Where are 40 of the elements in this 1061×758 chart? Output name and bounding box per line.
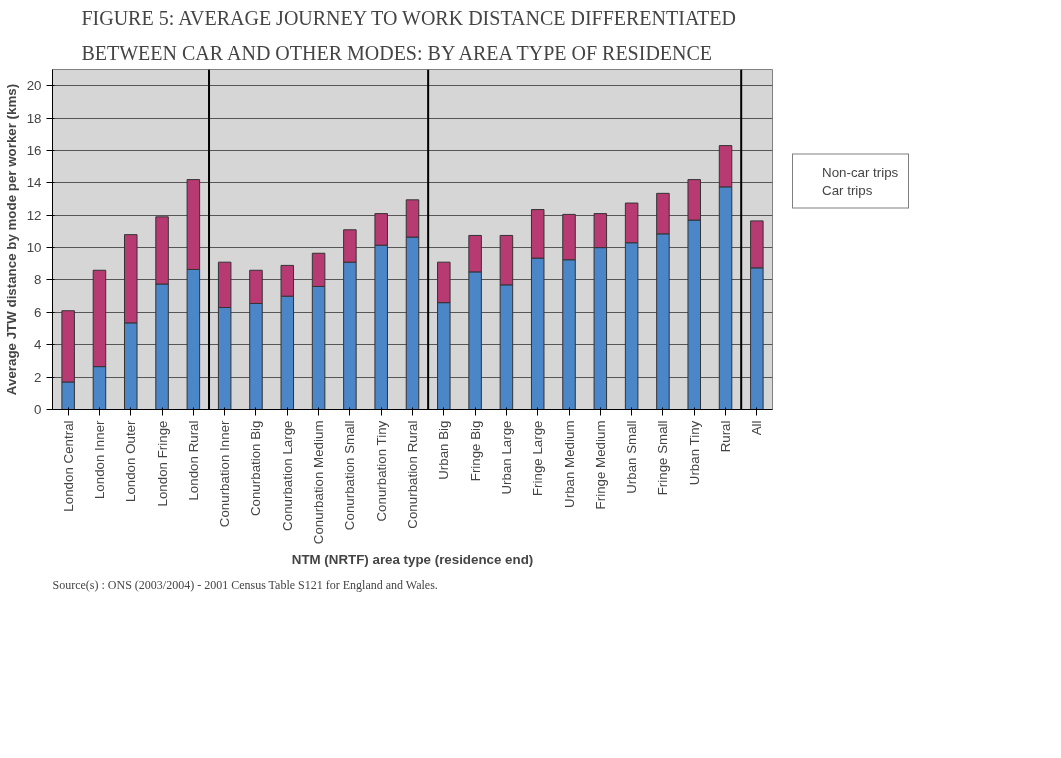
- x-tick-label: London Rural: [185, 420, 201, 501]
- x-axis-title: NTM (NRTF) area type (residence end): [291, 552, 534, 568]
- x-tick-label: Conurbation Big: [248, 420, 264, 517]
- x-tick-label: Fringe Large: [530, 420, 546, 497]
- x-tick-label: London Fringe: [154, 420, 170, 507]
- y-tick-label: 10: [26, 240, 42, 256]
- x-tick-label: Fringe Medium: [592, 420, 608, 510]
- x-tick-label: Conurbation Rural: [405, 420, 420, 529]
- y-tick-label: 0: [34, 402, 42, 417]
- y-tick-label: 16: [26, 142, 42, 158]
- x-tick-label: Conurbation Large: [279, 420, 295, 531]
- y-tick-label: 20: [26, 78, 42, 94]
- chart-title: FIGURE 5: AVERAGE JOURNEY TO WORK DISTANCE DIFFERENTIATED BETWEEN CAR AND OTHER MODES: BY AREA TYPE OF RESIDENCE: [81, 7, 736, 65]
- text: Car trips: [822, 182, 873, 198]
- x-tick-label: Rural: [718, 420, 734, 453]
- y-tick-label: 12: [26, 207, 42, 223]
- y-tick-label: 8: [34, 272, 42, 288]
- x-tick-label: Conurbation Tiny: [373, 420, 389, 522]
- y-tick-label: 18: [26, 110, 42, 126]
- x-tick-label: London Central: [60, 420, 76, 512]
- x-tick-label: Urban Tiny: [686, 420, 702, 486]
- x-tick-label: Urban Small: [624, 420, 640, 494]
- x-tick-label: London Inner: [91, 419, 107, 500]
- y-tick-label: 4: [34, 337, 43, 353]
- x-tick-label: Conurbation Small: [342, 420, 358, 531]
- x-tick-label: All: [749, 420, 765, 436]
- y-tick-label: 6: [34, 304, 42, 320]
- text: Non-car trips: [822, 164, 899, 180]
- x-tick-label: Urban Large: [498, 420, 514, 495]
- x-tick-label: Fringe Big: [467, 420, 483, 482]
- x-tick-label: Conurbation Medium: [311, 420, 327, 545]
- y-tick-label: 2: [34, 369, 42, 385]
- y-tick-label: 14: [26, 175, 43, 191]
- x-tick-label: Fringe Small: [655, 420, 671, 496]
- x-tick-label: Urban Medium: [561, 420, 577, 508]
- source-note: Source(s) : ONS (2003/2004) - 2001 Census Table S121 for England and Wales.: [52, 577, 438, 592]
- y-axis-title: Average JTW distance by mode per worker (kms): [3, 83, 19, 396]
- x-tick-label: Urban Big: [436, 420, 452, 480]
- x-tick-label: Conurbation Inner: [217, 419, 233, 528]
- x-tick-label: London Outer: [123, 419, 139, 503]
